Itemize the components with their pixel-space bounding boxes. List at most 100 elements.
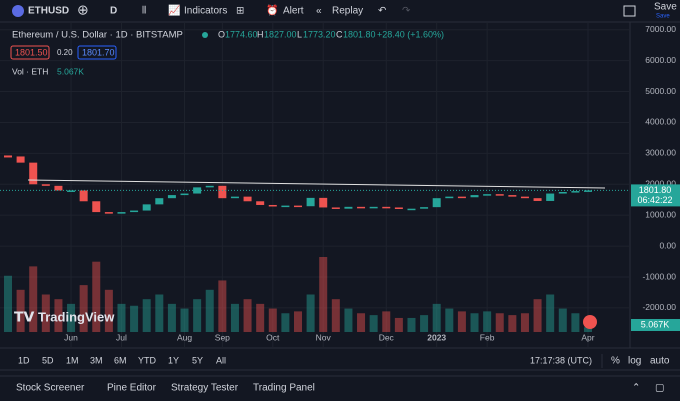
volume-bar [79, 285, 88, 332]
volume-bar [130, 305, 139, 332]
range-button[interactable]: 1D [18, 355, 30, 365]
top-toolbar [0, 0, 680, 22]
open: 1774.60 [225, 29, 258, 39]
volume-bar [432, 303, 441, 332]
collapse[interactable]: ⌃ [632, 383, 640, 394]
events-icon [583, 315, 597, 329]
maximize[interactable]: ▢ [655, 383, 664, 394]
add-symbol[interactable]: ⊕ [77, 2, 89, 18]
candle [546, 193, 555, 201]
save-sub: Save [656, 14, 670, 20]
ask: 1801.70 [82, 47, 115, 57]
volume-bar [533, 299, 542, 332]
candle [357, 206, 366, 209]
y-tick-label: 5000.00 [645, 86, 676, 96]
bottom-tabs: Stock Screener Pine Editor Strategy Tester… [16, 383, 315, 394]
candle [331, 207, 340, 209]
legend-title: Ethereum / U.S. Dollar · 1D · BITSTAMP [12, 30, 183, 41]
volume-bar [520, 313, 529, 332]
bottom-tab[interactable]: Stock Screener [16, 383, 85, 394]
bid-box[interactable] [10, 45, 50, 60]
change: +28.40 (+1.60%) [377, 29, 444, 39]
volume-bar [193, 299, 202, 332]
candle [584, 190, 592, 192]
candle [319, 197, 328, 208]
undo[interactable]: ↶ [378, 6, 386, 17]
log-toggle[interactable]: log [628, 356, 641, 367]
alert[interactable]: Alert [283, 6, 304, 17]
range-button[interactable]: 3M [90, 355, 103, 365]
symbol[interactable]: ETHUSD [28, 6, 69, 17]
volume-bar [344, 308, 353, 332]
replay[interactable]: Replay [332, 6, 363, 17]
interval[interactable]: D [110, 6, 117, 17]
volume-bar [571, 313, 580, 332]
candle [382, 206, 391, 209]
ask-box[interactable] [77, 45, 117, 60]
candle [470, 195, 479, 198]
candle [281, 205, 290, 208]
clock: 17:17:38 (UTC) [530, 355, 592, 365]
fullscreen[interactable] [623, 5, 636, 17]
range-button[interactable]: All [216, 355, 226, 365]
low-label: L [297, 29, 302, 39]
volume-bar [16, 289, 25, 332]
volume-bar [294, 311, 302, 332]
volume-bar [29, 266, 38, 332]
candle [104, 212, 113, 214]
candle [243, 196, 252, 202]
candle [571, 191, 580, 193]
bid: 1801.50 [15, 47, 48, 57]
candle [457, 196, 466, 199]
range-button[interactable]: 6M [114, 355, 127, 365]
candle [420, 207, 429, 209]
x-tick-label: Dec [379, 332, 395, 342]
auto-toggle[interactable]: auto [650, 356, 670, 367]
candle [180, 193, 189, 196]
indicators[interactable]: Indicators [184, 6, 227, 17]
y-tick-label: -2000.00 [642, 302, 676, 312]
y-tick-label: 4000.00 [645, 117, 676, 127]
percent-toggle[interactable]: % [611, 356, 620, 367]
save[interactable]: Save [654, 2, 677, 13]
candle [394, 207, 403, 209]
candle [256, 201, 265, 205]
candle [29, 162, 38, 185]
candle [483, 194, 492, 196]
candle [294, 205, 302, 208]
volume-bar [331, 299, 340, 332]
redo[interactable]: ↷ [402, 6, 411, 17]
alert-icon: ⏰ [266, 4, 278, 17]
candle [268, 204, 277, 207]
bottom-tab[interactable]: Strategy Tester [171, 383, 239, 394]
high-label: H [257, 29, 264, 39]
candle [558, 192, 567, 194]
chart-type[interactable]: ⫴ [142, 6, 146, 17]
candle [4, 155, 12, 158]
volume-bar [104, 289, 113, 332]
trend-line [27, 179, 606, 189]
volume-bar [457, 311, 466, 332]
candle [230, 196, 239, 199]
y-tick-label: 3000.00 [645, 148, 676, 158]
layouts[interactable]: ⊞ [236, 6, 244, 17]
close-label: C [336, 29, 343, 39]
range-button[interactable]: 5D [42, 355, 54, 365]
y-tick-label: 0.00 [659, 240, 676, 250]
candle [432, 198, 441, 208]
bottom-tab[interactable]: Trading Panel [253, 383, 315, 394]
volume-bar [218, 280, 227, 332]
candle [445, 196, 454, 199]
range-button[interactable]: 1M [66, 355, 79, 365]
range-button[interactable]: YTD [138, 355, 157, 365]
countdown: 06:42:22 [637, 195, 672, 205]
range-button[interactable]: 1Y [168, 355, 179, 365]
replay-icon: « [316, 6, 322, 17]
candle [16, 156, 25, 163]
bottom-tab[interactable]: Pine Editor [107, 383, 157, 394]
x-tick-label: Oct [266, 332, 280, 342]
candle [41, 184, 50, 186]
range-button[interactable]: 5Y [192, 355, 203, 365]
indicators-icon: 📈 [168, 4, 180, 17]
